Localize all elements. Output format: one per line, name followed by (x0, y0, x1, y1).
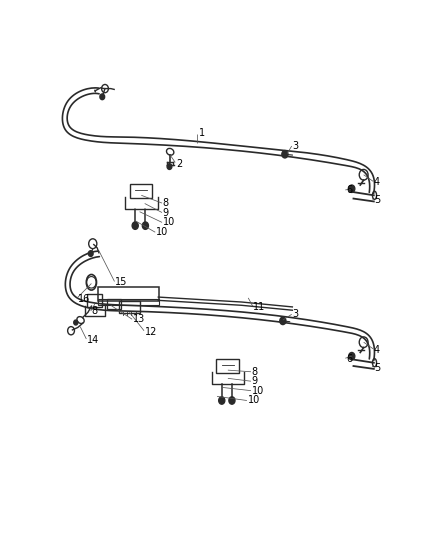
Text: 8: 8 (92, 306, 98, 316)
Circle shape (349, 185, 355, 192)
Text: 4: 4 (374, 177, 380, 187)
Text: 6: 6 (346, 185, 352, 196)
Text: 3: 3 (293, 309, 298, 319)
Text: 9: 9 (251, 376, 258, 386)
Text: 5: 5 (374, 195, 380, 205)
Text: 13: 13 (133, 314, 145, 324)
Text: 16: 16 (78, 294, 90, 304)
Text: 5: 5 (374, 362, 380, 373)
Circle shape (88, 251, 93, 256)
Text: 8: 8 (162, 198, 169, 208)
Circle shape (132, 222, 138, 229)
Text: 9: 9 (162, 207, 169, 217)
Text: 4: 4 (374, 345, 380, 354)
Text: 8: 8 (251, 367, 258, 377)
Text: 10: 10 (156, 227, 168, 237)
Circle shape (282, 150, 288, 158)
Circle shape (142, 222, 148, 229)
Text: 2: 2 (176, 159, 183, 169)
Circle shape (167, 164, 172, 169)
Text: 10: 10 (162, 217, 175, 228)
Circle shape (280, 317, 286, 325)
Text: 6: 6 (346, 353, 352, 364)
Text: 10: 10 (247, 395, 260, 406)
Text: 15: 15 (115, 277, 127, 287)
Circle shape (74, 320, 78, 325)
Text: 14: 14 (87, 335, 99, 345)
Circle shape (229, 397, 235, 404)
Text: 3: 3 (293, 141, 298, 151)
Text: 12: 12 (145, 327, 157, 336)
Text: 10: 10 (251, 386, 264, 395)
Circle shape (349, 352, 355, 360)
Circle shape (100, 94, 105, 100)
Text: 1: 1 (199, 128, 205, 138)
Text: 11: 11 (253, 302, 265, 312)
Circle shape (219, 397, 225, 404)
